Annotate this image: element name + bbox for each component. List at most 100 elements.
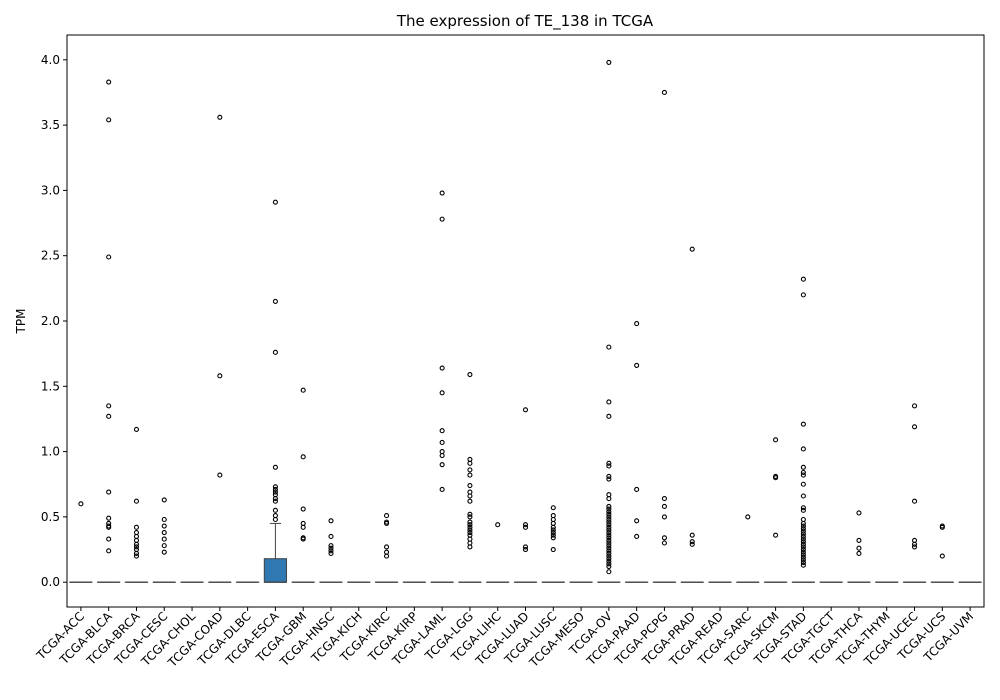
outlier-point <box>634 518 640 524</box>
outlier-point <box>661 496 667 502</box>
outlier-point <box>495 522 501 528</box>
outlier-point <box>300 454 306 460</box>
outlier-point <box>800 446 806 452</box>
outlier-point <box>661 89 667 96</box>
outlier-point <box>606 516 612 523</box>
box-group <box>208 114 232 583</box>
outlier-point <box>939 553 945 559</box>
outlier-point <box>800 557 806 563</box>
box-group <box>902 403 927 583</box>
outlier-point <box>606 473 612 479</box>
box-group <box>486 522 510 583</box>
outlier-point <box>773 532 779 538</box>
outlier-point <box>161 523 167 529</box>
outlier-point <box>911 544 918 550</box>
outlier-point <box>522 546 529 553</box>
outlier-point <box>606 543 612 549</box>
outlier-point <box>522 522 529 528</box>
outlier-point <box>467 511 473 517</box>
box-group <box>763 437 788 583</box>
outlier-point <box>689 539 695 545</box>
outlier-point <box>856 510 862 516</box>
outlier-point <box>467 544 473 550</box>
outlier-point <box>800 472 806 478</box>
outlier-point <box>689 541 695 547</box>
outlier-point <box>800 539 806 545</box>
outlier-point <box>661 514 667 520</box>
box-group <box>291 387 315 583</box>
outlier-point <box>467 493 473 499</box>
outlier-point <box>800 292 806 298</box>
outlier-point <box>467 467 473 473</box>
outlier-point <box>800 546 806 553</box>
outlier-point <box>606 530 612 536</box>
outlier-point <box>800 526 806 532</box>
outlier-point <box>800 528 806 534</box>
box-group <box>791 276 815 583</box>
outlier-point <box>606 463 612 469</box>
box-group <box>736 514 760 583</box>
outlier-point <box>439 390 445 396</box>
outlier-point <box>606 496 612 502</box>
outlier-point <box>272 498 278 504</box>
outlier-point <box>133 541 140 547</box>
outlier-point <box>606 59 612 65</box>
plot-area <box>69 59 982 583</box>
outlier-point <box>522 544 529 550</box>
outlier-point <box>800 276 806 282</box>
outlier-point <box>467 460 473 466</box>
outlier-point <box>106 79 112 85</box>
outlier-point <box>106 524 112 530</box>
y-axis: 0.0 0.5 1.0 1.5 2.0 2.5 3.0 3.5 4.0 <box>41 53 67 589</box>
outlier-point <box>106 117 112 123</box>
outlier-point <box>439 486 445 493</box>
outlier-point <box>773 475 779 481</box>
outlier-point <box>328 548 334 554</box>
box <box>263 558 288 583</box>
outlier-point <box>606 550 612 557</box>
box-group <box>847 510 871 583</box>
box-group <box>513 407 538 583</box>
outlier-point <box>856 537 862 543</box>
outlier-point <box>467 498 473 504</box>
outlier-point <box>800 507 806 513</box>
outlier-point <box>606 535 612 541</box>
outlier-point <box>300 506 306 512</box>
outlier-point <box>800 481 806 487</box>
outlier-point <box>800 505 806 511</box>
outlier-point <box>634 321 640 327</box>
outlier-point <box>606 527 612 533</box>
outlier-point <box>328 543 334 549</box>
outlier-point <box>745 514 751 520</box>
outlier-point <box>161 536 167 542</box>
box-group <box>930 523 954 583</box>
outlier-point <box>161 530 167 536</box>
outlier-point <box>606 556 612 562</box>
box-group <box>680 246 704 583</box>
outlier-point <box>800 554 806 560</box>
outlier-point <box>911 498 918 504</box>
outlier-point <box>911 541 918 547</box>
outlier-point <box>800 464 806 470</box>
outlier-point <box>661 535 667 541</box>
outlier-point <box>606 503 612 509</box>
outlier-point <box>272 507 278 513</box>
outlier-point <box>606 476 612 482</box>
outlier-point <box>800 552 806 558</box>
box-group <box>374 513 399 583</box>
y-tick-label: 3.5 <box>41 118 60 132</box>
y-tick-label: 3.0 <box>41 183 60 197</box>
outlier-point <box>384 520 390 526</box>
outlier-point <box>133 553 140 559</box>
outlier-point <box>800 493 806 499</box>
outlier-point <box>606 413 612 419</box>
outlier-point <box>467 527 473 533</box>
outlier-point <box>467 530 473 536</box>
chart-title: The expression of TE_138 in TCGA <box>396 12 654 31</box>
outlier-point <box>856 550 862 557</box>
outlier-point <box>106 548 112 554</box>
box-group <box>69 501 93 583</box>
outlier-point <box>106 515 112 521</box>
outlier-point <box>800 533 806 540</box>
box-group <box>152 497 176 583</box>
